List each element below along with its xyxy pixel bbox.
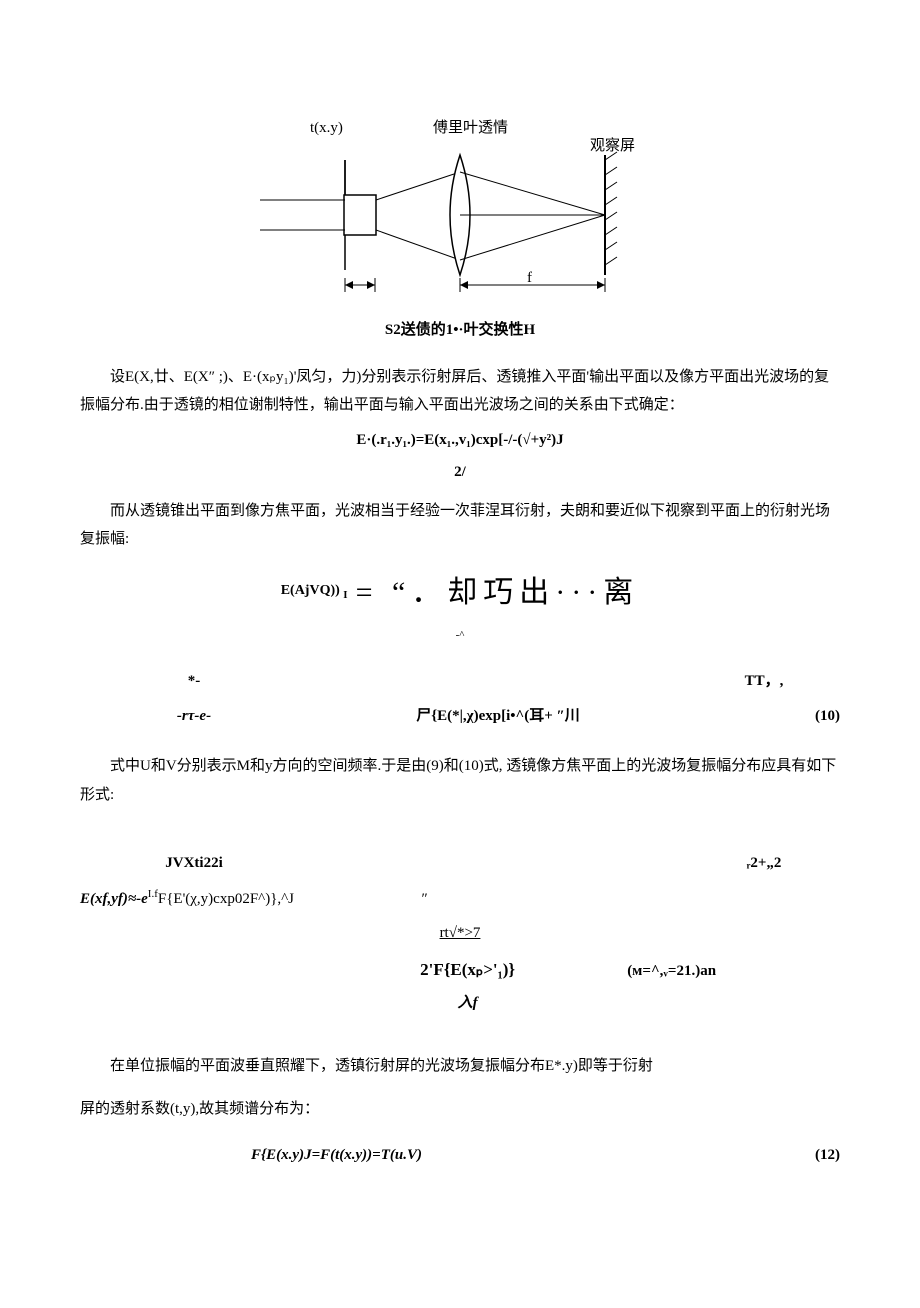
eq11-row4: 2'F{E(xₚ>'₁)} 入f (ᴍ=^,ᵥ=21.)an	[80, 954, 840, 1019]
para-3: 式中U和V分别表示M和y方向的空间频率.于是由(9)和(10)式, 透镜像方焦平…	[80, 752, 840, 809]
eq11-row3-text: rt√*>7	[440, 925, 481, 941]
eq-fancy-left: E(AjVQ)	[281, 583, 335, 598]
para-4: 在单位振幅的平面波垂直照耀下，透镇衍射屏的光波场复振幅分布E*.y)即等于衍射	[80, 1052, 840, 1081]
eq10-lhs: -rτ-e-	[80, 702, 308, 731]
eq11-row4-right: (ᴍ=^,ᵥ=21.)an	[627, 957, 840, 986]
equation-10-row1: *- TT，,	[80, 667, 840, 696]
equation-12: F{E(x.y)J=F(t(x.y))=T(u.V) (12)	[80, 1141, 840, 1170]
eq-fancy-left-sub: I	[343, 589, 347, 601]
figure-caption: S2送债的1•·叶交换性H	[385, 316, 535, 345]
eq11-row2: E(xf,yf)≈-eI.fF{E'(χ,y)cxp02F^)},^J ″	[80, 884, 840, 914]
eq11-row3: rt√*>7	[80, 919, 840, 948]
eq-fancy-tail: -^	[80, 625, 840, 646]
para-5: 屏的透射系数(t,y),故其频谱分布为：	[80, 1095, 840, 1124]
eq10-mid: 尸{E(*|,χ)exp[i•^(耳+ ″川	[346, 702, 650, 731]
eq12-num: (12)	[815, 1141, 840, 1170]
eq11-row2-tail: F{E'(χ,y)cxp02F^)},^J	[158, 891, 294, 907]
eq11-row4-mid: 2'F{E(xₚ>'₁)}	[420, 960, 515, 979]
eq11-row2-head: E(xf,yf)≈-e	[80, 891, 148, 907]
para-2: 而从透镜锥出平面到像方焦平面，光波相当于经验一次菲涅耳衍射，夫朗和要近似下视察到…	[80, 497, 840, 554]
eq-fancy-body: = “．却巧出···离	[356, 564, 640, 621]
equation-9-line1: E·(.r₁.y₁.)=E(x₁.,v₁)cxp[-/-(√+y²)J	[80, 426, 840, 455]
eq11-row1-right: ᵣ2+„2	[688, 849, 840, 878]
eq11-row2-sup: I.f	[148, 888, 158, 900]
eq12-body: F{E(x.y)J=F(t(x.y))=T(u.V)	[251, 1147, 422, 1163]
equation-10-row2: -rτ-e- 尸{E(*|,χ)exp[i•^(耳+ ″川 (10)	[80, 702, 840, 731]
eq10-tt: TT，,	[688, 667, 840, 696]
eq11-row4-under: 入f	[458, 995, 478, 1011]
label-lens: 傅里叶透情	[433, 119, 508, 136]
page: t(x.y) 傅里叶透情 观察屏	[0, 0, 920, 1308]
equation-11: JVXti22i ᵣ2+„2 E(xf,yf)≈-eI.fF{E'(χ,y)cx…	[80, 849, 840, 1018]
equation-fancy: E(AjVQ)) I = “．却巧出···离	[80, 564, 840, 621]
lens-diagram: t(x.y) 傅里叶透情 观察屏	[245, 110, 675, 310]
label-f: f	[527, 270, 532, 286]
figure-block: t(x.y) 傅里叶透情 观察屏	[80, 110, 840, 363]
eq11-row2-right: ″	[422, 891, 428, 907]
equation-9-line2: 2/	[80, 458, 840, 487]
para-1: 设E(X,廿、E(X″ ;)、E·(xₚy₁)'凤匀，力)分别表示衍射屏后、透镜…	[80, 363, 840, 420]
label-screen: 观察屏	[590, 136, 635, 154]
eq10-num: (10)	[688, 702, 840, 731]
label-txy: t(x.y)	[310, 120, 343, 136]
eq11-row1-left: JVXti22i	[80, 849, 308, 878]
eq10-star: *-	[80, 667, 308, 696]
